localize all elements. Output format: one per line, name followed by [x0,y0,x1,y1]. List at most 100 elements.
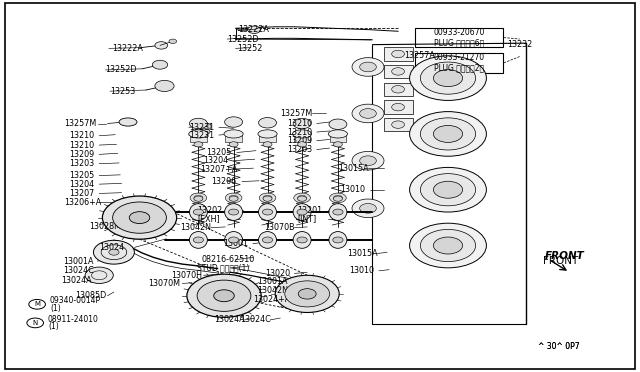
Circle shape [189,118,207,129]
Ellipse shape [293,203,311,220]
Text: 09340-0014P: 09340-0014P [50,296,101,305]
Text: 13042N: 13042N [257,286,288,295]
Text: 13252D: 13252D [227,35,259,44]
Text: 00933-20670
PLUG プラグ（6）: 00933-20670 PLUG プラグ（6） [433,28,484,47]
Circle shape [352,151,384,170]
Circle shape [263,196,272,201]
Circle shape [333,196,342,201]
Circle shape [360,203,376,213]
Circle shape [262,209,273,215]
Circle shape [259,193,276,203]
Circle shape [285,281,330,307]
Text: N: N [33,320,38,326]
Bar [415,53,503,73]
Text: 13257M: 13257M [280,109,312,118]
Text: 13207+A: 13207+A [200,165,237,174]
Circle shape [433,70,463,87]
Bar [225,135,242,142]
Circle shape [194,142,203,147]
Circle shape [360,109,376,118]
Circle shape [294,193,310,203]
Text: 13204: 13204 [69,180,94,189]
Circle shape [410,167,486,212]
Text: 13020: 13020 [266,269,291,278]
Bar [415,28,503,47]
Text: [EXH]: [EXH] [197,214,220,223]
Text: 13204: 13204 [204,156,228,165]
Text: 13209: 13209 [69,150,94,159]
Circle shape [229,142,238,147]
Text: 13024C: 13024C [240,315,271,324]
Text: 13207: 13207 [69,189,94,198]
Circle shape [298,142,307,147]
Ellipse shape [189,203,207,220]
Text: 13042N: 13042N [180,223,211,232]
Text: (1): (1) [48,322,59,331]
Circle shape [187,274,261,317]
Circle shape [113,202,166,233]
Text: 13253: 13253 [110,87,135,96]
Text: 08216-62510: 08216-62510 [202,255,255,264]
Text: 13210: 13210 [287,119,312,128]
Text: 13024C: 13024C [63,266,93,275]
Circle shape [193,237,204,243]
Text: [INT]: [INT] [298,214,317,223]
Circle shape [194,196,203,201]
Circle shape [298,289,316,299]
Text: 13210: 13210 [69,131,94,140]
Circle shape [200,129,210,135]
Circle shape [392,86,404,93]
Text: 13232: 13232 [507,40,532,49]
Text: 13252D: 13252D [106,65,137,74]
Text: 13222A: 13222A [238,25,269,34]
Circle shape [333,209,343,215]
Text: 13210: 13210 [69,141,94,150]
Bar [384,100,413,114]
Ellipse shape [259,231,276,248]
Ellipse shape [258,130,277,138]
Text: 13203: 13203 [287,145,312,154]
Text: STUD スタッド(1): STUD スタッド(1) [197,263,250,272]
Circle shape [102,196,177,239]
Text: 13222A: 13222A [112,44,143,53]
Text: 13252: 13252 [237,44,262,53]
Text: 13202: 13202 [197,206,222,215]
Circle shape [333,237,343,243]
Ellipse shape [224,130,243,138]
Circle shape [420,174,476,206]
Circle shape [275,275,339,312]
Ellipse shape [189,231,207,248]
Circle shape [93,240,134,264]
Circle shape [263,142,272,147]
Circle shape [193,209,204,215]
Circle shape [259,118,276,128]
Text: 13024: 13024 [99,243,124,252]
Text: 13024A: 13024A [61,276,92,285]
Text: 13070B: 13070B [264,223,294,232]
Circle shape [225,117,243,127]
Circle shape [228,209,239,215]
Text: 13205: 13205 [69,171,94,180]
Circle shape [198,123,211,130]
Circle shape [190,193,207,203]
Circle shape [152,60,168,69]
Circle shape [352,199,384,218]
Circle shape [410,223,486,268]
Text: 13210: 13210 [287,128,312,137]
Bar [384,83,413,96]
Circle shape [433,125,463,142]
Circle shape [109,249,119,255]
Circle shape [352,104,384,123]
Text: FRONT: FRONT [543,256,578,266]
Text: 08911-24010: 08911-24010 [48,315,99,324]
Ellipse shape [329,203,347,220]
Circle shape [298,196,307,201]
Ellipse shape [189,130,208,138]
Text: 13206+A: 13206+A [64,198,101,207]
Circle shape [410,56,486,100]
Text: 13070M: 13070M [148,279,180,288]
Text: ^ 30^ 0P7: ^ 30^ 0P7 [538,342,579,351]
Circle shape [155,42,168,49]
Circle shape [197,280,251,311]
Circle shape [293,118,311,129]
